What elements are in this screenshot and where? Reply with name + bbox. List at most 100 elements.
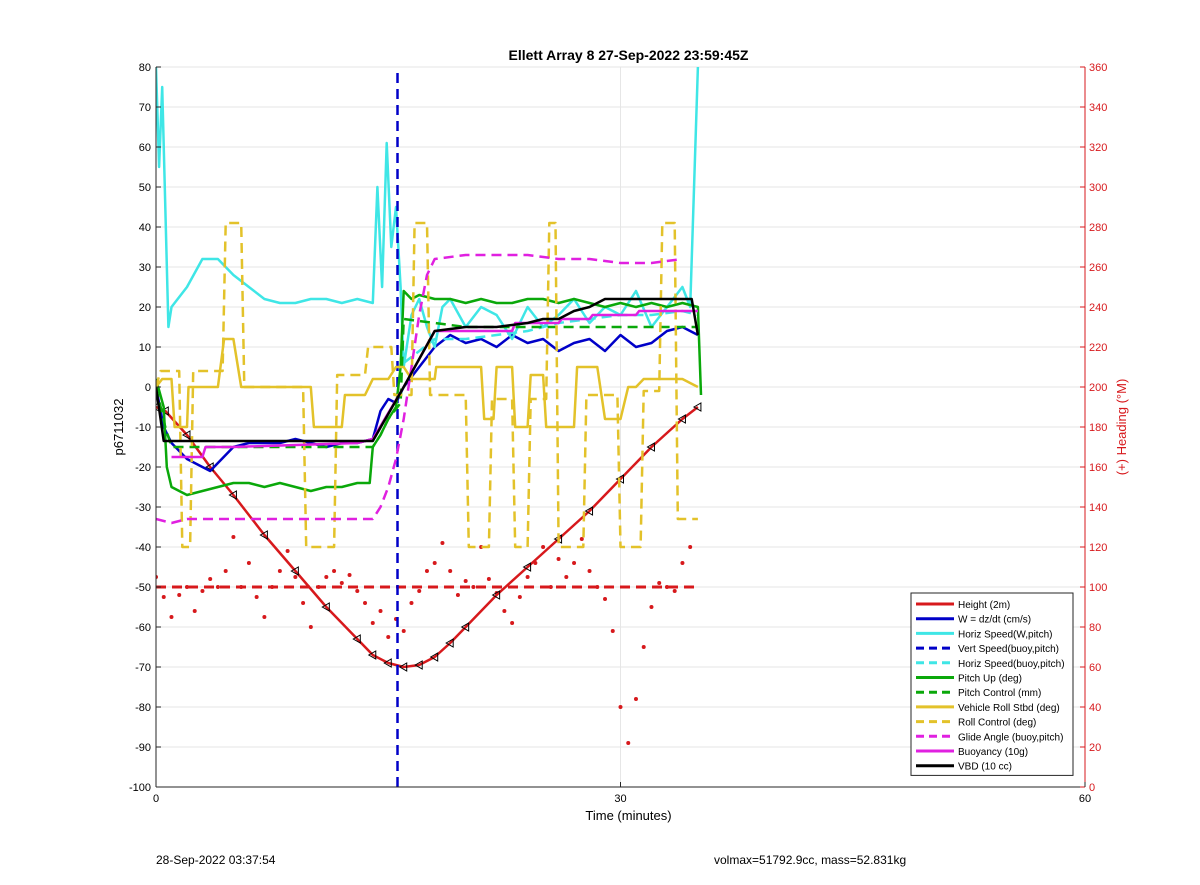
height-marker (398, 662, 408, 672)
heading-point (448, 569, 453, 573)
height-marker (352, 634, 361, 644)
height-marker (228, 490, 237, 500)
heading-point (657, 581, 662, 585)
y2-tick-label: 0 (1089, 782, 1095, 794)
y-tick-label: -90 (135, 742, 151, 754)
legend-entry: Glide Angle (buoy,pitch) (958, 732, 1063, 743)
y-tick-label: -10 (135, 422, 151, 434)
y-tick-label: -70 (135, 662, 151, 674)
y-tick-label: 20 (139, 302, 151, 314)
y-tick-label: -40 (135, 542, 151, 554)
y2-tick-label: 140 (1089, 502, 1107, 514)
heading-point (347, 573, 352, 577)
y2-axis-label: (+) Heading (°M) (1114, 379, 1129, 476)
heading-point (688, 545, 693, 549)
heading-point (184, 585, 189, 589)
height-marker (290, 566, 299, 576)
heading-point (626, 741, 631, 745)
heading-point (339, 581, 344, 585)
legend-entry: Horiz Speed(buoy,pitch) (958, 659, 1065, 670)
heading-point (386, 635, 391, 639)
heading-point (293, 575, 298, 579)
heading-point (370, 621, 375, 625)
series-line-11 (156, 297, 700, 443)
y-tick-label: 70 (139, 102, 151, 114)
heading-point (378, 609, 383, 613)
y-tick-label: -100 (129, 782, 151, 794)
heading-point (246, 561, 251, 565)
heading-point (177, 593, 182, 597)
heading-point (548, 585, 553, 589)
y2-tick-label: 220 (1089, 342, 1107, 354)
y2-tick-label: 80 (1089, 622, 1101, 634)
y-tick-label: 50 (139, 182, 151, 194)
y-tick-label: -30 (135, 502, 151, 514)
height-marker (321, 602, 330, 612)
height-marker (429, 652, 439, 662)
chart-title: Ellett Array 8 27-Sep-2022 23:59:45Z (509, 47, 749, 63)
height-marker (646, 442, 655, 452)
heading-point (641, 645, 646, 649)
y2-tick-label: 20 (1089, 742, 1101, 754)
y-tick-label: -50 (135, 582, 151, 594)
y2-tick-label: 280 (1089, 222, 1107, 234)
y-tick-label: -20 (135, 462, 151, 474)
heading-point (355, 589, 360, 593)
heading-point (308, 625, 313, 629)
footer-volmax-mass: volmax=51792.9cc, mass=52.831kg (714, 853, 907, 867)
y-tick-label: -80 (135, 702, 151, 714)
heading-point (208, 577, 213, 581)
heading-point (649, 605, 654, 609)
x-tick-label: 0 (153, 793, 159, 805)
height-marker (367, 650, 377, 660)
y2-tick-label: 100 (1089, 582, 1107, 594)
height-marker (522, 562, 532, 572)
height-marker (677, 414, 686, 424)
heading-point (192, 609, 197, 613)
heading-point (556, 557, 561, 561)
y2-tick-label: 160 (1089, 462, 1107, 474)
legend-entry: VBD (10 cc) (958, 762, 1012, 773)
y-tick-label: 30 (139, 262, 151, 274)
heading-point (239, 585, 244, 589)
height-marker (181, 430, 191, 440)
heading-point (161, 595, 166, 599)
y2-tick-label: 40 (1089, 702, 1101, 714)
heading-point (301, 601, 306, 605)
heading-point (432, 561, 437, 565)
heading-point (262, 615, 267, 619)
legend-entry: Roll Control (deg) (958, 718, 1036, 729)
height-marker (692, 402, 702, 412)
heading-point (603, 597, 608, 601)
legend-entry: Pitch Control (mm) (958, 688, 1041, 699)
heading-point (680, 561, 685, 565)
heading-point (409, 601, 414, 605)
heading-point (324, 575, 329, 579)
heading-point (579, 537, 584, 541)
height-marker (259, 530, 268, 540)
height-marker (383, 658, 392, 668)
y2-tick-label: 300 (1089, 182, 1107, 194)
heading-point (215, 585, 220, 589)
heading-point (564, 575, 569, 579)
x-axis-label: Time (minutes) (585, 808, 671, 823)
data-layer (156, 67, 703, 787)
y-tick-label: 60 (139, 142, 151, 154)
legend-entry: Vehicle Roll Stbd (deg) (958, 703, 1060, 714)
footer-timestamp: 28-Sep-2022 03:37:54 (156, 853, 276, 867)
heading-point (595, 585, 600, 589)
heading-point (270, 585, 275, 589)
y-axis-label: p6711032 (111, 399, 126, 456)
y-tick-label: 0 (145, 382, 151, 394)
heading-point (424, 569, 429, 573)
series-line-7 (156, 337, 699, 429)
height-marker (460, 622, 470, 632)
heading-point (316, 585, 321, 589)
x-tick-label: 60 (1079, 793, 1091, 805)
y2-tick-label: 60 (1089, 662, 1101, 674)
heading-point (618, 705, 623, 709)
y2-tick-label: 180 (1089, 422, 1107, 434)
legend-entry: Pitch Up (deg) (958, 674, 1022, 685)
heading-point (417, 589, 422, 593)
heading-point (672, 589, 677, 593)
